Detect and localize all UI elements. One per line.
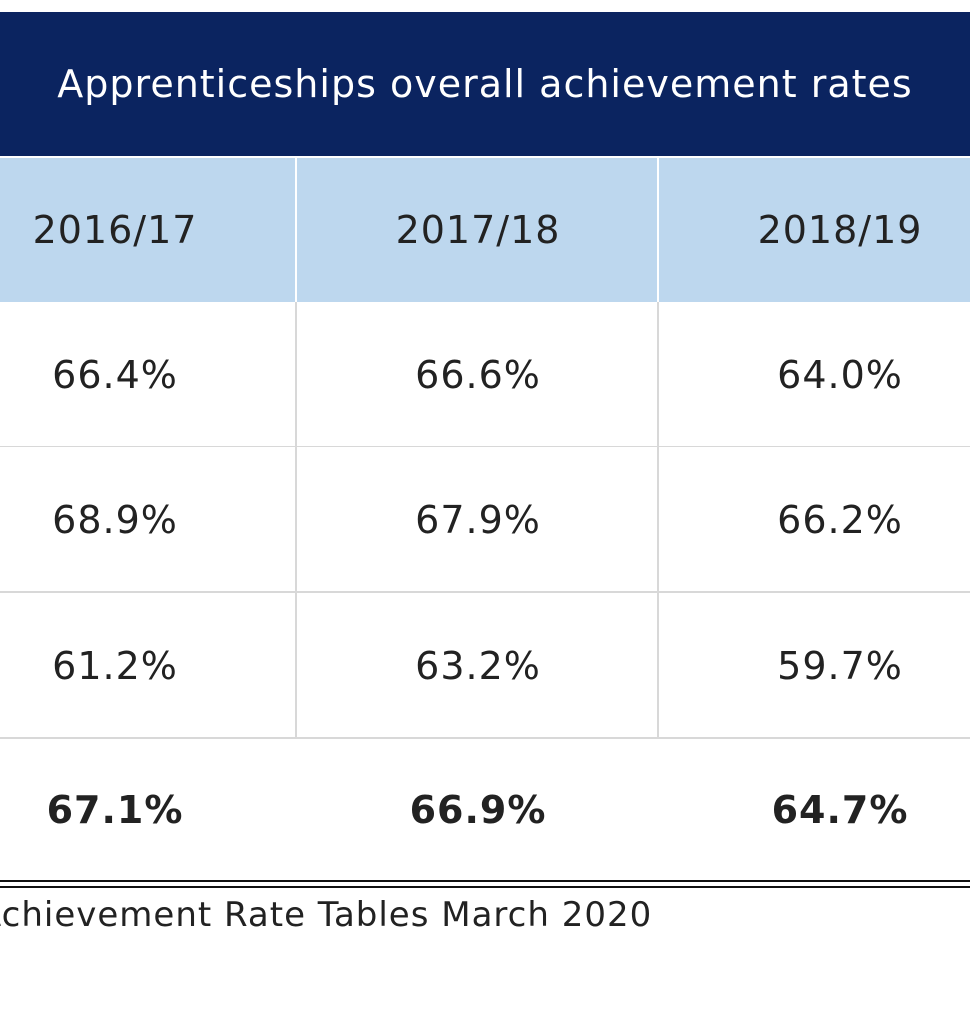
header-cell-bg: [297, 158, 659, 302]
total-cell: 66.9%: [409, 788, 547, 832]
header-cell-bg: [0, 158, 297, 302]
table-cell: 59.7%: [777, 644, 903, 688]
source-note: Achievement Rate Tables March 2020: [0, 895, 653, 935]
table-cell: 68.9%: [52, 498, 178, 542]
cell-bg: [659, 593, 970, 739]
table-cell: 63.2%: [415, 644, 541, 688]
cell-bg: [297, 302, 659, 448]
table-cell: 66.2%: [777, 498, 903, 542]
rule: [0, 880, 970, 882]
header-cell-bg: [659, 158, 970, 302]
table-cell: 66.6%: [415, 353, 541, 397]
column-header: 2017/18: [395, 208, 561, 252]
cell-bg: [0, 593, 297, 739]
total-cell: 64.7%: [771, 788, 909, 832]
total-cell: 67.1%: [46, 788, 184, 832]
table-title: Apprenticeships overall achievement rate…: [0, 12, 970, 156]
rule: [0, 886, 970, 888]
table-cell: 66.4%: [52, 353, 178, 397]
table-cell: 61.2%: [52, 644, 178, 688]
cell-bg: [659, 302, 970, 448]
cell-bg: [297, 447, 659, 593]
table-cell: 67.9%: [415, 498, 541, 542]
cell-bg: [297, 593, 659, 739]
cell-bg: [659, 447, 970, 593]
column-header: 2016/17: [32, 208, 198, 252]
table-cell: 64.0%: [777, 353, 903, 397]
column-header: 2018/19: [757, 208, 923, 252]
cell-bg: [0, 447, 297, 593]
